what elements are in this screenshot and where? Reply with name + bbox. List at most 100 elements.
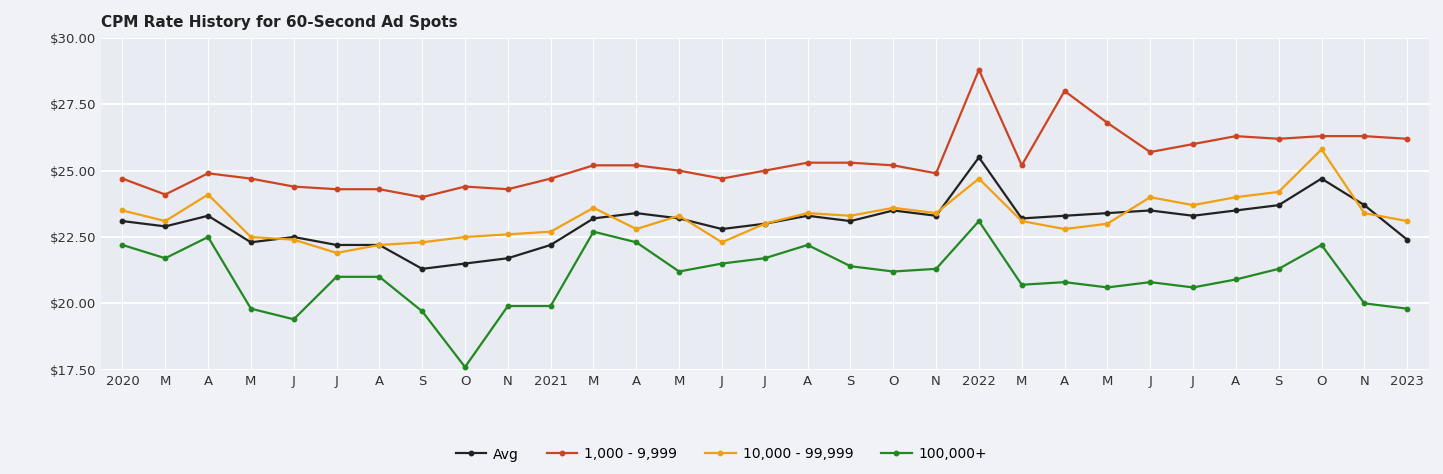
10,000 - 99,999	[885, 205, 902, 210]
1,000 - 9,999	[928, 171, 945, 176]
10,000 - 99,999	[199, 191, 216, 197]
10,000 - 99,999	[1141, 194, 1159, 200]
1,000 - 9,999	[1098, 120, 1115, 126]
Avg	[713, 226, 730, 232]
Avg	[671, 216, 688, 221]
Avg	[328, 242, 345, 248]
Avg	[628, 210, 645, 216]
10,000 - 99,999	[799, 210, 817, 216]
10,000 - 99,999	[1056, 226, 1074, 232]
10,000 - 99,999	[928, 210, 945, 216]
10,000 - 99,999	[114, 208, 131, 213]
Avg	[1313, 176, 1330, 182]
1,000 - 9,999	[157, 191, 175, 197]
10,000 - 99,999	[499, 231, 517, 237]
1,000 - 9,999	[1056, 88, 1074, 94]
Legend: Avg, 1,000 - 9,999, 10,000 - 99,999, 100,000+: Avg, 1,000 - 9,999, 10,000 - 99,999, 100…	[450, 442, 993, 467]
10,000 - 99,999	[371, 242, 388, 248]
1,000 - 9,999	[1270, 136, 1287, 142]
100,000+	[970, 218, 987, 224]
100,000+	[885, 269, 902, 274]
10,000 - 99,999	[456, 234, 473, 240]
10,000 - 99,999	[713, 239, 730, 245]
Line: Avg: Avg	[120, 155, 1410, 271]
10,000 - 99,999	[157, 218, 175, 224]
100,000+	[799, 242, 817, 248]
1,000 - 9,999	[628, 163, 645, 168]
10,000 - 99,999	[671, 213, 688, 219]
Avg	[885, 208, 902, 213]
Avg	[242, 239, 260, 245]
10,000 - 99,999	[1098, 221, 1115, 227]
10,000 - 99,999	[1227, 194, 1244, 200]
Avg	[1355, 202, 1372, 208]
Avg	[1270, 202, 1287, 208]
Avg	[414, 266, 431, 272]
100,000+	[114, 242, 131, 248]
Text: CPM Rate History for 60-Second Ad Spots: CPM Rate History for 60-Second Ad Spots	[101, 15, 457, 30]
1,000 - 9,999	[371, 186, 388, 192]
1,000 - 9,999	[199, 171, 216, 176]
100,000+	[543, 303, 560, 309]
1,000 - 9,999	[584, 163, 602, 168]
1,000 - 9,999	[1185, 141, 1202, 147]
100,000+	[1013, 282, 1030, 288]
10,000 - 99,999	[1270, 189, 1287, 195]
10,000 - 99,999	[756, 221, 773, 227]
1,000 - 9,999	[242, 176, 260, 182]
1,000 - 9,999	[841, 160, 859, 165]
100,000+	[371, 274, 388, 280]
10,000 - 99,999	[242, 234, 260, 240]
100,000+	[456, 364, 473, 370]
10,000 - 99,999	[970, 176, 987, 182]
10,000 - 99,999	[543, 229, 560, 235]
Line: 10,000 - 99,999: 10,000 - 99,999	[120, 147, 1410, 255]
100,000+	[1227, 277, 1244, 283]
10,000 - 99,999	[1355, 210, 1372, 216]
100,000+	[1398, 306, 1416, 311]
10,000 - 99,999	[414, 239, 431, 245]
100,000+	[328, 274, 345, 280]
100,000+	[1098, 284, 1115, 290]
10,000 - 99,999	[1313, 146, 1330, 152]
10,000 - 99,999	[1185, 202, 1202, 208]
Avg	[799, 213, 817, 219]
100,000+	[1141, 279, 1159, 285]
100,000+	[199, 234, 216, 240]
100,000+	[928, 266, 945, 272]
10,000 - 99,999	[286, 237, 303, 243]
100,000+	[671, 269, 688, 274]
100,000+	[1355, 301, 1372, 306]
1,000 - 9,999	[1398, 136, 1416, 142]
Avg	[1141, 208, 1159, 213]
Avg	[157, 224, 175, 229]
1,000 - 9,999	[756, 168, 773, 173]
100,000+	[1056, 279, 1074, 285]
Avg	[371, 242, 388, 248]
Avg	[499, 255, 517, 261]
10,000 - 99,999	[1398, 218, 1416, 224]
1,000 - 9,999	[970, 67, 987, 73]
100,000+	[841, 264, 859, 269]
100,000+	[1270, 266, 1287, 272]
100,000+	[1185, 284, 1202, 290]
1,000 - 9,999	[1013, 163, 1030, 168]
Avg	[1185, 213, 1202, 219]
10,000 - 99,999	[841, 213, 859, 219]
100,000+	[414, 309, 431, 314]
10,000 - 99,999	[584, 205, 602, 210]
1,000 - 9,999	[114, 176, 131, 182]
10,000 - 99,999	[328, 250, 345, 256]
100,000+	[242, 306, 260, 311]
100,000+	[628, 239, 645, 245]
1,000 - 9,999	[499, 186, 517, 192]
Avg	[928, 213, 945, 219]
Avg	[841, 218, 859, 224]
Avg	[1398, 237, 1416, 243]
Line: 1,000 - 9,999: 1,000 - 9,999	[120, 68, 1410, 200]
Avg	[114, 218, 131, 224]
100,000+	[286, 317, 303, 322]
100,000+	[499, 303, 517, 309]
Avg	[286, 234, 303, 240]
1,000 - 9,999	[543, 176, 560, 182]
